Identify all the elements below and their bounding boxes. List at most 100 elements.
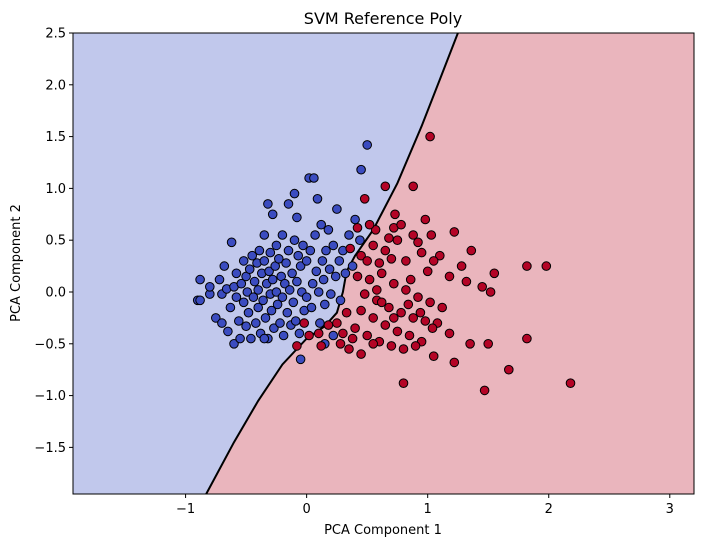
data-point-class-0 (274, 253, 284, 264)
data-point-class-0 (310, 230, 320, 240)
data-point-class-1 (356, 305, 366, 316)
data-point-class-0 (217, 318, 227, 328)
data-point-class-0 (275, 318, 285, 328)
data-point-class-0 (269, 323, 279, 334)
data-point-class-1 (403, 299, 414, 310)
chart-title: SVM Reference Poly (304, 9, 462, 28)
data-point-class-0 (251, 318, 261, 328)
data-point-class-1 (461, 276, 472, 287)
data-point-class-0 (283, 199, 294, 209)
data-point-class-1 (396, 219, 406, 230)
data-point-class-0 (340, 268, 351, 279)
data-point-class-0 (266, 305, 277, 316)
data-point-class-0 (328, 240, 339, 251)
x-tick-label: 1 (424, 502, 432, 517)
x-tick-label: −1 (176, 502, 195, 517)
data-point-class-0 (290, 316, 301, 326)
data-point-class-0 (241, 321, 251, 332)
data-point-class-0 (231, 268, 242, 279)
data-point-class-0 (292, 276, 302, 287)
data-point-class-1 (405, 274, 416, 285)
data-point-class-0 (195, 274, 205, 285)
data-point-class-1 (359, 289, 370, 299)
data-point-class-0 (309, 173, 319, 183)
data-point-class-1 (356, 250, 366, 261)
data-point-class-1 (352, 223, 363, 233)
data-point-class-0 (253, 302, 264, 313)
data-point-class-1 (522, 261, 532, 271)
data-point-class-1 (428, 256, 439, 266)
data-point-class-0 (219, 261, 230, 271)
data-point-class-1 (323, 320, 334, 330)
data-point-class-1 (364, 274, 375, 285)
data-point-class-0 (350, 214, 360, 225)
data-point-class-0 (247, 250, 257, 261)
data-point-class-1 (456, 261, 467, 271)
data-point-class-1 (313, 328, 324, 339)
data-point-class-0 (226, 237, 237, 248)
data-point-class-0 (311, 266, 322, 277)
x-tick-label: 0 (302, 502, 310, 517)
data-point-class-1 (449, 357, 460, 368)
data-point-class-0 (356, 164, 366, 175)
data-point-class-1 (347, 333, 358, 344)
data-point-class-0 (265, 247, 276, 258)
data-point-class-0 (293, 250, 304, 261)
data-point-class-1 (368, 240, 379, 251)
y-tick-label: 2.0 (45, 78, 66, 93)
data-point-class-1 (504, 364, 514, 375)
y-tick-label: 0.0 (45, 285, 66, 300)
data-point-class-0 (267, 274, 278, 285)
data-point-class-1 (435, 250, 445, 261)
data-point-class-1 (444, 271, 455, 282)
data-point-class-0 (362, 140, 373, 150)
x-tick-label: 3 (666, 502, 674, 517)
data-point-class-1 (416, 247, 427, 258)
data-point-class-0 (271, 287, 282, 297)
data-point-class-1 (408, 230, 419, 240)
data-point-class-1 (404, 330, 415, 341)
data-point-class-0 (223, 326, 233, 337)
y-axis: −1.5 −1.0 −0.5 0.0 0.5 1.0 1.5 2.0 2.5 (34, 27, 73, 456)
data-point-class-1 (425, 297, 435, 308)
data-point-class-1 (541, 261, 552, 271)
data-point-class-1 (427, 323, 438, 334)
data-point-class-1 (376, 297, 387, 308)
data-point-class-1 (477, 282, 488, 292)
data-point-class-1 (437, 302, 448, 313)
data-point-class-1 (420, 316, 431, 326)
data-point-class-0 (289, 235, 300, 245)
data-point-class-0 (301, 256, 312, 266)
data-point-class-1 (389, 278, 399, 289)
data-point-class-1 (444, 328, 455, 339)
data-point-class-1 (380, 181, 391, 192)
data-point-class-1 (415, 307, 426, 318)
data-point-class-0 (242, 287, 253, 297)
data-point-class-1 (392, 235, 403, 245)
data-point-class-0 (267, 209, 278, 220)
data-point-class-1 (362, 256, 373, 266)
data-point-class-1 (392, 326, 403, 337)
data-point-class-0 (238, 256, 249, 266)
data-point-class-1 (466, 245, 477, 256)
data-point-class-1 (386, 253, 397, 264)
data-point-class-1 (368, 313, 379, 323)
data-point-class-0 (318, 274, 329, 285)
data-point-class-1 (522, 333, 532, 344)
data-point-class-1 (479, 385, 490, 396)
data-point-class-0 (321, 245, 331, 256)
data-point-class-0 (259, 230, 270, 240)
data-point-class-0 (284, 285, 295, 295)
data-point-class-0 (316, 219, 327, 230)
data-point-class-1 (345, 243, 356, 254)
data-point-class-1 (370, 225, 381, 235)
data-point-class-0 (330, 271, 341, 282)
data-point-class-0 (292, 212, 302, 223)
data-point-class-1 (386, 341, 397, 351)
decision-boundary (205, 33, 459, 494)
data-point-class-1 (425, 131, 435, 142)
data-point-class-1 (384, 302, 394, 313)
data-point-class-1 (410, 341, 421, 351)
y-tick-label: 0.5 (45, 234, 66, 249)
